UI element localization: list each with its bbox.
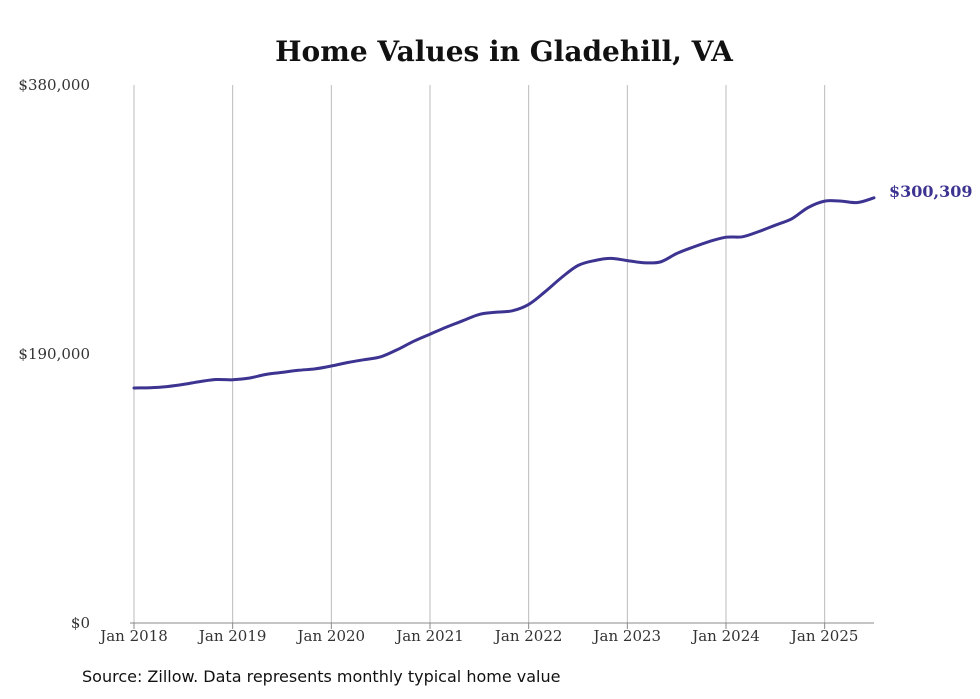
data-point	[676, 252, 678, 254]
data-point	[462, 320, 464, 322]
data-point	[232, 379, 234, 381]
data-point	[528, 303, 530, 305]
data-point	[560, 276, 562, 278]
data-point	[380, 356, 382, 358]
grid-lines	[130, 85, 874, 629]
x-tick-label: Jan 2025	[789, 627, 859, 645]
series-line-0	[132, 196, 876, 390]
x-tick-label: Jan 2018	[98, 627, 168, 645]
data-point	[791, 218, 793, 220]
data-point	[166, 385, 168, 387]
data-point	[133, 387, 135, 389]
chart-title: Home Values in Gladehill, VA	[275, 35, 734, 68]
data-point	[248, 377, 250, 379]
data-point	[149, 387, 151, 389]
data-point	[807, 206, 809, 208]
data-point	[659, 261, 661, 263]
data-point	[708, 240, 710, 242]
data-point	[495, 311, 497, 313]
data-point	[314, 368, 316, 370]
data-point	[758, 230, 760, 232]
x-tick-label: Jan 2022	[493, 627, 563, 645]
data-point	[856, 201, 858, 203]
x-tick-label: Jan 2020	[296, 627, 366, 645]
data-point	[215, 378, 217, 380]
y-tick-label: $380,000	[18, 76, 90, 94]
data-point	[692, 246, 694, 248]
data-point	[412, 340, 414, 342]
data-point	[445, 326, 447, 328]
y-tick-label: $0	[71, 614, 90, 632]
x-tick-label: Jan 2024	[690, 627, 760, 645]
data-point	[577, 264, 579, 266]
data-point	[824, 200, 826, 202]
data-point	[774, 224, 776, 226]
data-point	[347, 361, 349, 363]
data-point	[199, 380, 201, 382]
y-axis-ticks: $0 $190,000 $380,000	[18, 76, 90, 632]
data-point	[264, 373, 266, 375]
x-axis-ticks: Jan 2018 Jan 2019 Jan 2020 Jan 2021 Jan 2022…	[98, 627, 858, 645]
data-point	[429, 333, 431, 335]
data-point	[840, 200, 842, 202]
data-point	[363, 359, 365, 361]
data-point	[297, 369, 299, 371]
data-point	[610, 257, 612, 259]
data-point	[281, 371, 283, 373]
data-point	[511, 310, 513, 312]
data-point	[643, 262, 645, 264]
data-point	[544, 291, 546, 293]
data-point	[182, 383, 184, 385]
end-value-label: $300,309	[889, 182, 973, 201]
x-tick-label: Jan 2021	[394, 627, 464, 645]
data-point	[741, 236, 743, 238]
data-point	[725, 236, 727, 238]
source-note: Source: Zillow. Data represents monthly …	[82, 667, 561, 686]
y-tick-label: $190,000	[18, 345, 90, 363]
x-tick-label: Jan 2019	[197, 627, 267, 645]
x-tick-label: Jan 2023	[592, 627, 662, 645]
data-point	[593, 259, 595, 261]
series-layer: $300,309	[132, 182, 973, 390]
data-point	[873, 197, 875, 199]
data-point	[626, 259, 628, 261]
data-point	[396, 349, 398, 351]
data-point	[330, 365, 332, 367]
data-point	[478, 313, 480, 315]
